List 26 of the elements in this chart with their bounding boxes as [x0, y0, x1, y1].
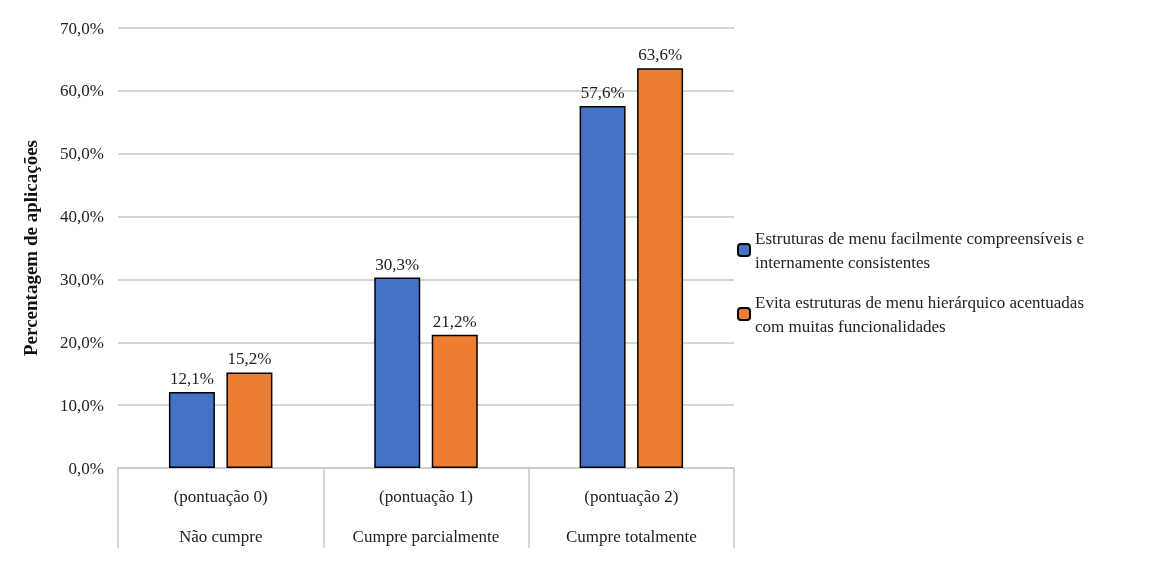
- bar: [226, 372, 273, 468]
- y-tick-label: 50,0%: [60, 144, 104, 164]
- data-label: 63,6%: [638, 45, 683, 65]
- data-label: 57,6%: [580, 82, 625, 102]
- y-axis-title: Percentagem de aplicações: [20, 140, 41, 356]
- bar: [579, 105, 626, 468]
- y-tick-label: 0,0%: [68, 458, 104, 478]
- y-tick-label: 70,0%: [60, 18, 104, 38]
- bar: [431, 334, 478, 468]
- y-tick-label: 60,0%: [60, 81, 104, 101]
- bar: [168, 391, 215, 468]
- y-tick-label: 40,0%: [60, 207, 104, 227]
- bar: [637, 68, 684, 468]
- legend-label: Evita estruturas de menu hierárquico acentuadas com muitas funcionalidades: [755, 292, 1089, 336]
- y-tick-label: 30,0%: [60, 269, 104, 289]
- data-label: 15,2%: [227, 349, 272, 369]
- category-label: (pontuação 2) Cumpre totalmente: [565, 486, 697, 546]
- legend-label: Estruturas de menu facilmente compreensíveis e internamente consistentes: [755, 228, 1089, 272]
- bar: [374, 277, 421, 468]
- data-label: 12,1%: [169, 368, 214, 388]
- y-tick-label: 10,0%: [60, 395, 104, 415]
- y-tick-label: 20,0%: [60, 332, 104, 352]
- category-label: (pontuação 0) Não cumpre: [173, 486, 268, 546]
- category-label: (pontuação 1) Cumpre parcialmente: [352, 486, 500, 546]
- data-label: 21,2%: [432, 311, 477, 331]
- data-label: 30,3%: [375, 254, 420, 274]
